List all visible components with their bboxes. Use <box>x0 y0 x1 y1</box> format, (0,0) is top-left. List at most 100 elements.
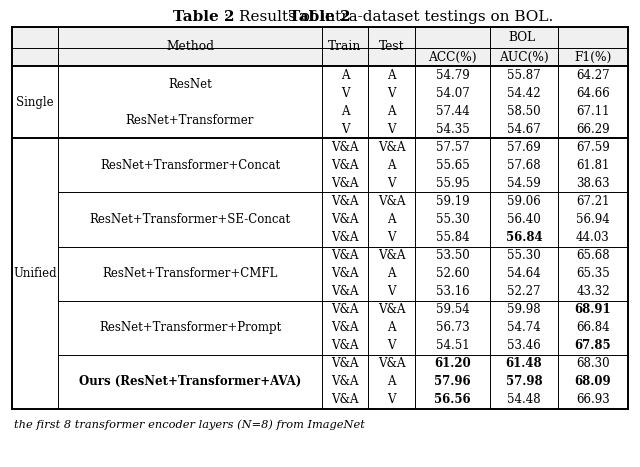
Text: A: A <box>387 375 396 389</box>
Text: V: V <box>387 231 396 244</box>
Text: 44.03: 44.03 <box>576 231 610 244</box>
Text: ResNet+Transformer+SE-Concat: ResNet+Transformer+SE-Concat <box>90 213 291 226</box>
Text: 55.65: 55.65 <box>436 159 469 172</box>
Text: V&A: V&A <box>332 340 359 352</box>
Text: V&A: V&A <box>332 321 359 334</box>
Text: 57.98: 57.98 <box>506 375 542 389</box>
Text: V: V <box>387 340 396 352</box>
Text: 54.79: 54.79 <box>436 69 469 82</box>
Text: 65.68: 65.68 <box>576 249 610 262</box>
Text: 54.67: 54.67 <box>507 123 541 136</box>
Text: A: A <box>387 105 396 118</box>
Text: ResNet+Transformer: ResNet+Transformer <box>126 113 254 127</box>
Text: 57.57: 57.57 <box>436 141 469 154</box>
Text: 67.11: 67.11 <box>576 105 610 118</box>
Text: V: V <box>387 86 396 99</box>
Text: Table 2: Table 2 <box>289 10 351 24</box>
Text: 59.19: 59.19 <box>436 195 469 208</box>
Text: the first 8 transformer encoder layers (N=8) from ImageNet: the first 8 transformer encoder layers (… <box>14 419 365 430</box>
Text: 54.64: 54.64 <box>507 267 541 280</box>
Text: 54.51: 54.51 <box>436 340 469 352</box>
Text: 57.68: 57.68 <box>507 159 541 172</box>
Text: 61.81: 61.81 <box>576 159 610 172</box>
Text: 67.21: 67.21 <box>576 195 610 208</box>
Text: 56.84: 56.84 <box>506 231 542 244</box>
Text: V: V <box>387 285 396 298</box>
Text: V&A: V&A <box>332 159 359 172</box>
Text: 65.35: 65.35 <box>576 267 610 280</box>
Text: 54.48: 54.48 <box>507 394 541 406</box>
Text: V&A: V&A <box>332 177 359 190</box>
Text: A: A <box>340 69 349 82</box>
Text: 66.84: 66.84 <box>576 321 610 334</box>
Text: A: A <box>387 213 396 226</box>
Text: 57.69: 57.69 <box>507 141 541 154</box>
Text: 55.84: 55.84 <box>436 231 469 244</box>
Text: V&A: V&A <box>332 303 359 316</box>
Text: V&A: V&A <box>332 249 359 262</box>
Text: F1(%): F1(%) <box>574 50 612 64</box>
Text: Table 2: Table 2 <box>173 10 234 24</box>
Text: ResNet+Transformer+Prompt: ResNet+Transformer+Prompt <box>99 321 281 334</box>
Text: V&A: V&A <box>378 249 405 262</box>
Text: 64.66: 64.66 <box>576 86 610 99</box>
Text: 59.06: 59.06 <box>507 195 541 208</box>
Text: 54.07: 54.07 <box>436 86 469 99</box>
Text: 57.44: 57.44 <box>436 105 469 118</box>
Text: V&A: V&A <box>332 394 359 406</box>
Text: 38.63: 38.63 <box>576 177 610 190</box>
Text: 56.73: 56.73 <box>436 321 469 334</box>
Text: ResNet: ResNet <box>168 78 212 91</box>
Text: ResNet+Transformer+Concat: ResNet+Transformer+Concat <box>100 159 280 172</box>
Text: Single: Single <box>16 96 54 109</box>
Text: BOL: BOL <box>508 31 535 44</box>
Text: :  Results of intra-dataset testings on BOL.: : Results of intra-dataset testings on B… <box>224 10 553 24</box>
Text: 59.98: 59.98 <box>507 303 541 316</box>
Text: 55.87: 55.87 <box>507 69 541 82</box>
Text: 53.16: 53.16 <box>436 285 469 298</box>
Text: V&A: V&A <box>332 213 359 226</box>
Text: 53.46: 53.46 <box>507 340 541 352</box>
Text: V: V <box>340 123 349 136</box>
Text: 61.20: 61.20 <box>434 357 471 370</box>
Text: 53.50: 53.50 <box>436 249 469 262</box>
Text: 58.50: 58.50 <box>507 105 541 118</box>
Text: Method: Method <box>166 40 214 53</box>
Text: 68.30: 68.30 <box>576 357 610 370</box>
Text: A: A <box>387 267 396 280</box>
Text: A: A <box>387 159 396 172</box>
Text: Train: Train <box>328 40 362 53</box>
Text: 55.95: 55.95 <box>436 177 469 190</box>
Text: 56.94: 56.94 <box>576 213 610 226</box>
Text: 59.54: 59.54 <box>436 303 469 316</box>
Text: V: V <box>387 123 396 136</box>
Text: 54.59: 54.59 <box>507 177 541 190</box>
Text: A: A <box>387 69 396 82</box>
Text: ACC(%): ACC(%) <box>428 50 477 64</box>
Bar <box>12 27 628 66</box>
Text: 54.74: 54.74 <box>507 321 541 334</box>
Text: 57.96: 57.96 <box>434 375 471 389</box>
Text: V&A: V&A <box>378 357 405 370</box>
Text: 52.27: 52.27 <box>508 285 541 298</box>
Text: V&A: V&A <box>332 375 359 389</box>
Text: V&A: V&A <box>332 267 359 280</box>
Text: Ours (ResNet+Transformer+AVA): Ours (ResNet+Transformer+AVA) <box>79 375 301 389</box>
Text: Test: Test <box>379 40 404 53</box>
Text: 55.30: 55.30 <box>436 213 469 226</box>
Text: 56.40: 56.40 <box>507 213 541 226</box>
Text: V&A: V&A <box>332 195 359 208</box>
Text: 52.60: 52.60 <box>436 267 469 280</box>
Text: V: V <box>387 394 396 406</box>
Text: Unified: Unified <box>13 267 57 280</box>
Text: V&A: V&A <box>378 303 405 316</box>
Text: 64.27: 64.27 <box>576 69 610 82</box>
Text: 68.09: 68.09 <box>575 375 611 389</box>
Text: V&A: V&A <box>378 141 405 154</box>
Text: ResNet+Transformer+CMFL: ResNet+Transformer+CMFL <box>102 267 278 280</box>
Text: V&A: V&A <box>332 231 359 244</box>
Text: 67.59: 67.59 <box>576 141 610 154</box>
Text: 56.56: 56.56 <box>434 394 471 406</box>
Text: 54.35: 54.35 <box>436 123 469 136</box>
Text: V&A: V&A <box>332 357 359 370</box>
